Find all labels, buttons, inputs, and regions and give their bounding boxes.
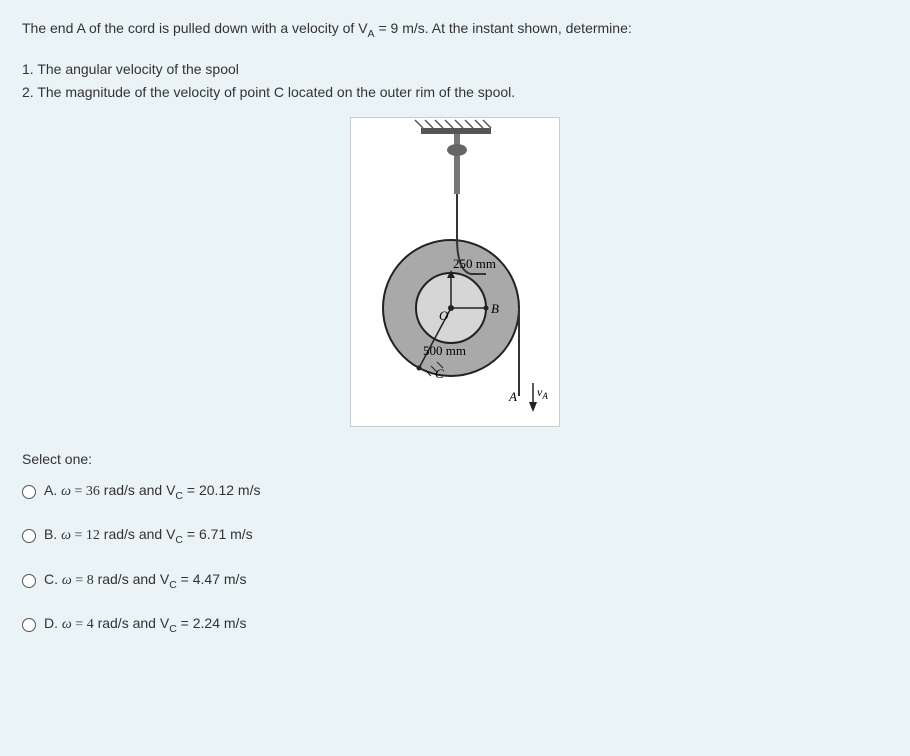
outer-r-label: 500 mm [423, 343, 466, 358]
radio-icon[interactable] [22, 529, 36, 543]
option-c[interactable]: C. ω = 8 rad/s and VC = 4.47 m/s [22, 569, 888, 594]
problem-statement: The end A of the cord is pulled down wit… [22, 18, 888, 43]
point-a-label: A [508, 389, 517, 404]
question-2: 2. The magnitude of the velocity of poin… [22, 82, 888, 103]
center-o-label: O [439, 308, 449, 323]
option-d-text: D. ω = 4 rad/s and VC = 2.24 m/s [44, 613, 246, 638]
point-b-dot [484, 305, 489, 310]
intro-prefix: The end A of the cord is pulled down wit… [22, 20, 368, 36]
option-b-text: B. ω = 12 rad/s and VC = 6.71 m/s [44, 524, 253, 549]
select-one-label: Select one: [22, 449, 888, 470]
option-b[interactable]: B. ω = 12 rad/s and VC = 6.71 m/s [22, 524, 888, 549]
spool-svg: 250 mm 500 mm O B C A vA [351, 118, 561, 428]
intro-after: = 9 m/s. At the instant shown, determine… [375, 20, 632, 36]
figure-container: 250 mm 500 mm O B C A vA [22, 117, 888, 427]
radio-icon[interactable] [22, 485, 36, 499]
mount-plate [421, 128, 491, 134]
spool-figure: 250 mm 500 mm O B C A vA [350, 117, 560, 427]
intro-sub: A [368, 28, 375, 40]
option-c-text: C. ω = 8 rad/s and VC = 4.47 m/s [44, 569, 246, 594]
radio-icon[interactable] [22, 574, 36, 588]
question-list: 1. The angular velocity of the spool 2. … [22, 59, 888, 103]
va-label: vA [537, 385, 548, 401]
question-1: 1. The angular velocity of the spool [22, 59, 888, 80]
rod-bushing [447, 144, 467, 156]
option-a[interactable]: A. ω = 36 rad/s and VC = 20.12 m/s [22, 480, 888, 505]
point-b-label: B [491, 301, 499, 316]
radio-icon[interactable] [22, 618, 36, 632]
rod [454, 134, 460, 194]
option-a-text: A. ω = 36 rad/s and VC = 20.12 m/s [44, 480, 260, 505]
point-c-dot [417, 365, 422, 370]
inner-r-label: 250 mm [453, 256, 496, 271]
option-d[interactable]: D. ω = 4 rad/s and VC = 2.24 m/s [22, 613, 888, 638]
